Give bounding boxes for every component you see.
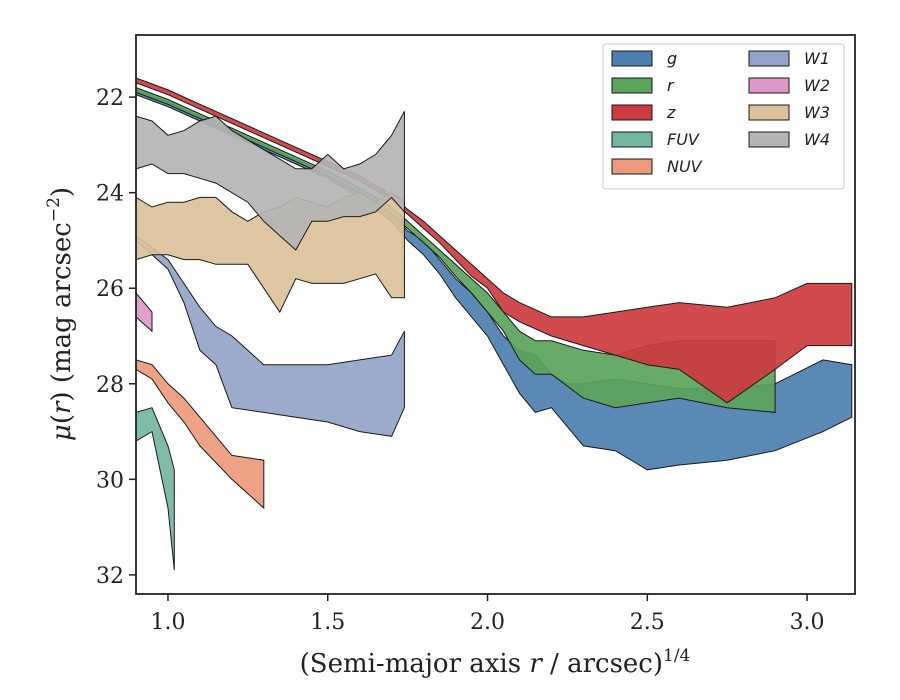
legend-label-W4: W4 [804,130,830,149]
y-axis-ticks: 22 24 26 28 30 32 [96,86,136,589]
y-tick-label: 30 [96,468,124,493]
legend-swatch-W1 [748,50,790,67]
y-tick-label: 24 [96,182,124,207]
band-FUV [136,407,175,571]
legend-swatch-g [611,50,653,67]
legend-swatch-FUV [611,131,653,148]
y-tick-label: 22 [96,86,124,111]
legend-swatch-NUV [611,158,653,175]
legend-label-g: g [667,49,677,68]
x-axis-ticks: 1.0 1.5 2.0 2.5 3.0 [150,594,825,635]
legend: grz FUV NUV W1 W2 W3 W4 [602,43,845,190]
legend-label-r: r [667,76,675,95]
legend-label-z: z [666,103,676,122]
legend-swatch-r [611,77,653,94]
legend-label-W2: W2 [804,76,830,95]
y-tick-label: 26 [96,277,124,302]
legend-label-NUV: NUV [667,157,703,176]
plot-frame [135,34,856,595]
x-tick-label: 1.5 [310,610,345,635]
x-axis-label: (Semi-major axis r / arcsec)1/4 [300,646,691,679]
x-tick-label: 2.0 [470,610,505,635]
legend-swatch-z [611,104,653,121]
band-W1 [136,235,405,437]
y-tick-label: 32 [96,564,124,589]
band-W3 [136,192,405,314]
band-W4 [136,111,405,251]
band-W2 [136,292,153,333]
legend-swatch-W2 [748,77,790,94]
legend-swatch-W4 [748,131,790,148]
legend-label-FUV: FUV [667,130,700,149]
legend-label-W3: W3 [804,103,830,122]
band-NUV [136,359,265,510]
x-tick-label: 2.5 [630,610,665,635]
legend-swatch-W3 [748,104,790,121]
x-tick-label: 1.0 [150,610,185,635]
x-tick-label: 3.0 [790,610,825,635]
y-tick-label: 28 [96,373,124,398]
legend-label-W1: W1 [804,49,830,68]
series-bands [136,77,853,571]
y-axis-label: μ(r) (mag arcsec−2) [44,187,77,441]
